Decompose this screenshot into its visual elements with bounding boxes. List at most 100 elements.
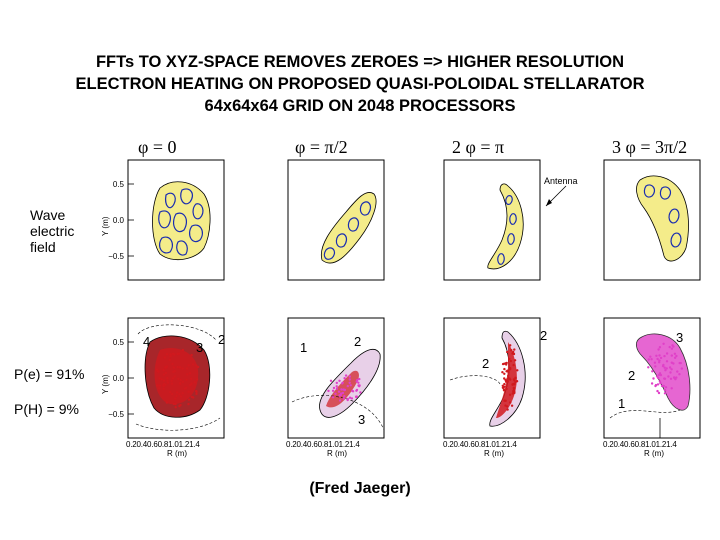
heat-marker-phi0: [175, 394, 178, 398]
heat-marker-phi2: [503, 367, 506, 371]
heat-marker-phi0: [155, 384, 159, 387]
heat-marker-phi0: [166, 376, 169, 380]
heat-marker-phi0: [179, 395, 183, 398]
heat-marker-phi1: [357, 381, 360, 384]
heat-marker-phi3: [663, 366, 666, 369]
heat-marker-phi2: [512, 387, 516, 390]
ytick-bot-3: −0.5: [108, 410, 124, 419]
heat-marker-phi0: [191, 363, 195, 366]
heat-marker-phi0: [172, 366, 176, 369]
heat-marker-phi0: [169, 391, 172, 394]
heat-marker-phi3: [667, 375, 670, 378]
heat-marker-phi3: [658, 380, 662, 383]
heat-marker-phi0: [176, 352, 179, 356]
heat-marker-phi1: [340, 388, 343, 391]
heat-marker-phi0: [174, 397, 177, 400]
ph-label: P(H) = 9%: [14, 401, 79, 417]
heat-marker-phi0: [162, 387, 165, 390]
heat-marker-phi1: [358, 377, 361, 381]
heat-marker-phi2: [505, 387, 508, 391]
heat-marker-phi0: [187, 402, 190, 406]
heat-marker-phi2: [501, 362, 505, 366]
heat-marker-phi1: [341, 391, 345, 395]
heat-marker-phi1: [348, 375, 351, 378]
heat-marker-phi3: [675, 376, 678, 379]
heat-marker-phi3: [657, 376, 660, 380]
heat-marker-phi3: [672, 362, 675, 365]
heat-marker-phi3: [662, 342, 665, 345]
wave-field-phi3: [636, 175, 689, 262]
heat-marker-phi1: [355, 395, 358, 398]
heat-marker-phi1: [342, 388, 345, 391]
heat-marker-phi0: [170, 379, 173, 382]
heat-marker-phi2: [504, 362, 508, 365]
heat-marker-phi2: [509, 359, 512, 363]
heating-phi3: [609, 333, 691, 438]
heat-marker-phi2: [509, 344, 512, 347]
ytick-top-2: 0.0: [112, 216, 124, 225]
ytick-top-3: −0.5: [108, 252, 124, 261]
heat-marker-phi3: [676, 370, 679, 373]
heat-marker-phi3: [657, 391, 661, 395]
heat-marker-phi2: [504, 399, 507, 402]
heat-marker-phi0: [176, 365, 179, 369]
xticks-1: 0.20.40.60.81.01.21.4: [126, 440, 200, 449]
heat-marker-phi2: [504, 380, 508, 383]
heat-marker-phi0: [181, 380, 185, 384]
heat-marker-phi0: [178, 393, 181, 396]
heat-marker-phi3: [650, 382, 654, 385]
heat-marker-phi0: [172, 370, 175, 373]
heat-marker-phi0: [174, 402, 177, 406]
xticks-4: 0.20.40.60.81.01.21.4: [603, 440, 677, 449]
heat-marker-phi3: [673, 356, 677, 359]
heat-marker-phi1: [329, 379, 333, 382]
heat-marker-phi2: [513, 348, 516, 351]
heat-marker-phi1: [331, 396, 335, 399]
heat-marker-phi0: [173, 353, 176, 356]
heat-marker-phi1: [338, 379, 341, 382]
heat-marker-phi0: [162, 373, 166, 376]
heat-marker-phi3: [656, 389, 659, 393]
heat-marker-phi0: [170, 382, 174, 385]
contour-label-p4-c: 1: [618, 396, 626, 411]
heat-marker-phi3: [665, 367, 668, 370]
heat-marker-phi2: [502, 389, 506, 392]
heat-marker-phi3: [657, 373, 661, 377]
contour-label-p1-c: 2: [218, 332, 226, 347]
heat-marker-phi0: [160, 378, 163, 381]
heat-marker-phi0: [169, 353, 172, 356]
heat-marker-phi2: [512, 363, 515, 367]
heat-marker-phi0: [165, 401, 169, 404]
heat-marker-phi0: [196, 365, 200, 369]
heat-marker-phi3: [680, 367, 683, 370]
heat-marker-phi1: [359, 391, 362, 394]
phi-label-0: φ = 0: [138, 137, 177, 157]
heat-marker-phi1: [331, 389, 335, 392]
heat-marker-phi0: [170, 392, 174, 396]
heat-marker-phi3: [678, 373, 681, 376]
xlabel-4: R (m): [644, 449, 664, 458]
heat-marker-phi2: [511, 383, 514, 386]
heat-marker-phi3: [654, 384, 657, 388]
heat-marker-phi0: [169, 354, 172, 358]
heat-marker-phi2: [503, 377, 506, 380]
heat-marker-phi2: [506, 405, 509, 408]
heat-marker-phi2: [506, 369, 509, 372]
heat-marker-phi2: [503, 385, 506, 388]
heat-marker-phi1: [349, 384, 352, 387]
heat-marker-phi1: [334, 392, 337, 395]
heat-marker-phi0: [155, 368, 159, 371]
wave-label-line3: field: [30, 239, 56, 255]
contour-label-p4-a: 3: [676, 330, 684, 345]
heat-marker-phi0: [171, 362, 174, 366]
heat-marker-phi3: [649, 355, 652, 358]
heat-marker-phi1: [327, 389, 330, 393]
title-line-3: 64x64x64 GRID ON 2048 PROCESSORS: [204, 97, 516, 115]
ytick-bot-1: 0.5: [112, 338, 124, 347]
heat-marker-phi2: [506, 350, 509, 354]
heat-marker-phi0: [158, 377, 161, 380]
contour-label-p2-b: 2: [354, 334, 362, 349]
heat-marker-phi3: [669, 377, 673, 380]
heat-marker-phi0: [195, 392, 198, 396]
